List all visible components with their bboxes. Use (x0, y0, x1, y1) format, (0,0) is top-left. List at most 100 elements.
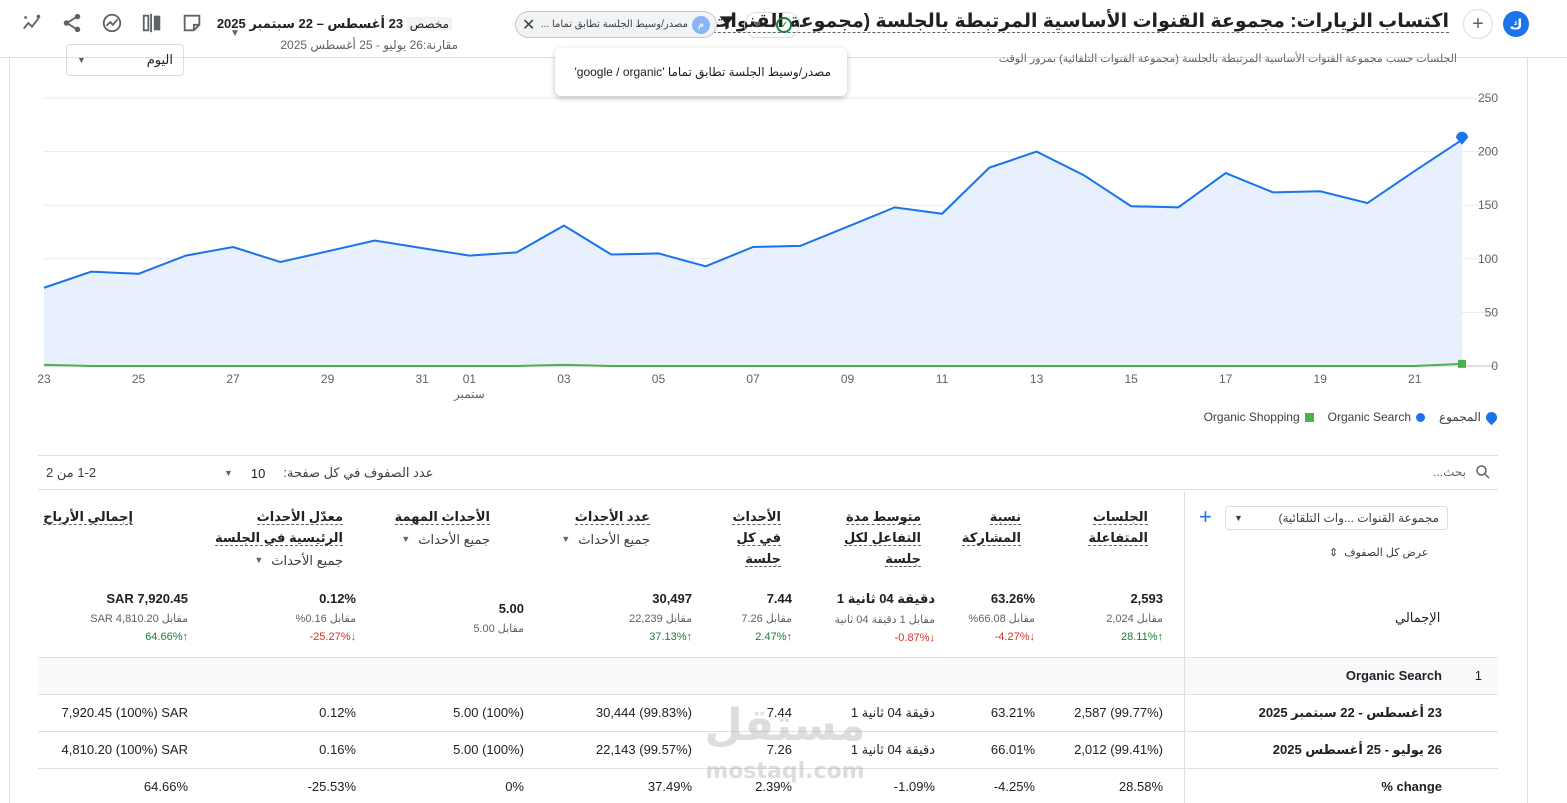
dimension-select[interactable]: مجموعة القنوات ...وات التلقائية) ▼ (1225, 506, 1448, 530)
total-value: 2,593 (1130, 591, 1163, 606)
metric-cell: 28.58% (1118, 779, 1163, 794)
event-filter-select[interactable]: جميع الأحداث ▼ (395, 529, 490, 550)
x-tick-label: 27 (226, 372, 240, 386)
x-tick-label: 13 (1030, 372, 1044, 386)
total-compare: مقابل 5.00 (473, 623, 524, 635)
total-cell: 1 دقيقة 04 ثانية مقابل 1 دقيقة 04 ثانية -0… (835, 591, 935, 644)
metric-cell: 5.00 (100%) (453, 742, 524, 757)
x-tick-label: 05 (652, 372, 666, 386)
event-filter-value: جميع الأحداث (578, 532, 650, 547)
x-axis-month-label: ستمبر (453, 387, 485, 401)
table-row[interactable]: 1 Organic Search (38, 657, 1498, 695)
share-icon[interactable] (61, 12, 83, 34)
dimension-select-value: مجموعة القنوات ...وات التلقائية) (1278, 511, 1439, 525)
table-search[interactable]: بحث... (1433, 463, 1492, 481)
table-row[interactable]: change % 28.58% -4.25% -1.09% 2.39% 37.49% 0% -… (38, 768, 1498, 803)
legend-item-organic-search[interactable]: Organic Search (1327, 410, 1426, 424)
add-dimension-icon[interactable]: + (1199, 504, 1212, 529)
metric-header-engagement-rate[interactable]: نسبة المشاركة (961, 506, 1021, 548)
square-icon (1304, 412, 1314, 422)
chevron-down-icon: ▼ (224, 468, 233, 478)
total-cell: 0.12% مقابل 0.16% -25.27%↓ (296, 591, 356, 643)
metric-cell: 2,587 (99.77%) (1074, 705, 1163, 720)
report-title[interactable]: اكتساب الزيارات: مجموعة القنوات الأساسية… (623, 10, 1449, 33)
total-value: 5.00 (498, 601, 524, 616)
total-change: -25.27%↓ (309, 631, 356, 643)
metric-cell: 1 دقيقة 04 ثانية (850, 742, 935, 757)
filter-chip[interactable]: ✕ مصدر/وسيط الجلسة تطابق تماما ... م (515, 11, 717, 38)
row-dimension: 23 أغسطس - 22 سبتمبر 2025 (1258, 705, 1442, 720)
show-all-rows-label: عرض كل الصفوف (1344, 547, 1429, 559)
total-compare: مقابل SAR 4,810.20 (90, 613, 188, 625)
metric-cell: 7.44 (766, 705, 792, 720)
unfold-icon: ⇕ (1329, 547, 1339, 559)
interval-select[interactable]: اليوم ▼ (66, 44, 184, 76)
metric-header-total-revenue[interactable]: إجمالي الأرباح (43, 506, 133, 527)
search-icon (1476, 465, 1490, 479)
table-row[interactable]: 26 يوليو - 25 أغسطس 2025 2,012 (99.41%) 66… (38, 731, 1498, 769)
row-dimension: Organic Search (1345, 668, 1442, 683)
total-change: 37.13%↑ (649, 631, 692, 643)
y-tick-label: 250 (1478, 91, 1498, 105)
metric-header-key-events[interactable]: الأحداث المهمة جميع الأحداث ▼ (394, 506, 490, 550)
metric-header-events-per-session[interactable]: الأحداث في كل جلسة (732, 506, 781, 569)
circle-icon (1416, 412, 1426, 422)
metric-title-line: نسبة (989, 509, 1021, 525)
total-compare: مقابل 7.26 (741, 613, 792, 625)
compare-icon[interactable] (141, 12, 163, 34)
metric-header-event-count[interactable]: عدد الأحداث جميع الأحداث ▼ (561, 506, 650, 550)
metric-cell: 64.66% (143, 779, 188, 794)
sessions-line-chart: 0 50 100 150 200 250 23 25 27 29 31 01 03 05 07 09 11 13 1… (37, 91, 1498, 401)
total-cell: SAR 7,920.45 مقابل SAR 4,810.20 64.66%↑ (90, 591, 188, 643)
metric-title-line: متوسط مدة (845, 509, 921, 525)
date-range-value: 23 أغسطس – 22 سبتمبر 2025 (216, 16, 404, 31)
total-cell: 7.44 مقابل 7.26 2.47%↑ (741, 591, 792, 643)
date-range-picker[interactable]: مخصص 23 أغسطس – 22 سبتمبر 2025 مقارنة:26… (217, 8, 460, 53)
event-filter-select[interactable]: جميع الأحداث ▼ (561, 529, 650, 550)
rows-per-page-value[interactable]: 10 (250, 465, 266, 481)
anomaly-icon[interactable] (21, 12, 43, 34)
report-header: ك + اكتساب الزيارات: مجموعة القنوات الأس… (0, 0, 1567, 58)
total-cell: 5.00 مقابل 5.00 (473, 601, 524, 641)
legend-label: Organic Search (1327, 410, 1412, 424)
metric-title-line: عدد الأحداث (574, 509, 650, 525)
metric-header-engaged-sessions[interactable]: الجلسات المتفاعلة (1088, 506, 1148, 548)
x-tick-label: 29 (321, 372, 335, 386)
y-tick-label: 200 (1478, 145, 1498, 159)
close-icon[interactable]: ✕ (522, 16, 536, 34)
search-input[interactable]: بحث... (1433, 465, 1466, 479)
report-title-text[interactable]: اكتساب الزيارات: مجموعة القنوات الأساسية… (623, 11, 1449, 33)
filter-chip-text: مصدر/وسيط الجلسة تطابق تماما ... (540, 19, 688, 30)
legend-item-total[interactable]: المجموع (1439, 409, 1500, 425)
chevron-down-icon: ▼ (751, 19, 763, 31)
filter-icon[interactable] (717, 13, 737, 33)
metric-title-line: التفاعل لكل (843, 530, 921, 546)
metric-cell: 1 دقيقة 04 ثانية (850, 705, 935, 720)
filter-status-dropdown[interactable]: ▼ ✓ (744, 12, 800, 38)
metric-cell: 2.39% (755, 779, 792, 794)
metric-header-session-key-event-rate[interactable]: معدّل الأحداث الرئيسية في الجلسة جميع ال… (214, 506, 343, 571)
show-all-rows-toggle[interactable]: عرض كل الصفوف ⇕ (1329, 546, 1428, 559)
pagination-label: 1-2 من 2 (46, 465, 97, 480)
y-tick-label: 100 (1478, 252, 1498, 266)
metric-header-avg-engagement-time[interactable]: متوسط مدة التفاعل لكل جلسة (843, 506, 921, 569)
metric-title-line: الأحداث المهمة (394, 509, 490, 525)
x-tick-label: 25 (132, 372, 146, 386)
total-value: 30,497 (652, 591, 692, 606)
total-compare: مقابل 1 دقيقة 04 ثانية (834, 614, 935, 626)
event-filter-select[interactable]: جميع الأحداث ▼ (215, 550, 343, 571)
total-cell: 63.26% مقابل 66.08% -4.27%↓ (968, 591, 1035, 643)
dimension-cell: change % (1184, 769, 1498, 803)
insights-icon[interactable] (101, 12, 123, 34)
legend-item-organic-shopping[interactable]: Organic Shopping (1204, 410, 1314, 424)
add-comparison-icon[interactable]: + (1463, 9, 1493, 39)
account-avatar[interactable]: ك (1503, 11, 1529, 37)
edit-report-icon[interactable] (181, 12, 203, 34)
organic-shopping-end-marker (1458, 359, 1466, 368)
metric-cell: 0.16% (319, 742, 356, 757)
table-row[interactable]: 23 أغسطس - 22 سبتمبر 2025 2,587 (99.77%) 6… (38, 694, 1498, 732)
metric-title-line: جلسة (745, 551, 781, 567)
rows-per-page[interactable]: عدد الصفوف في كل صفحة: 10 ▼ (224, 465, 434, 481)
chevron-down-icon: ▼ (254, 555, 264, 565)
legend-label: Organic Shopping (1203, 410, 1300, 424)
